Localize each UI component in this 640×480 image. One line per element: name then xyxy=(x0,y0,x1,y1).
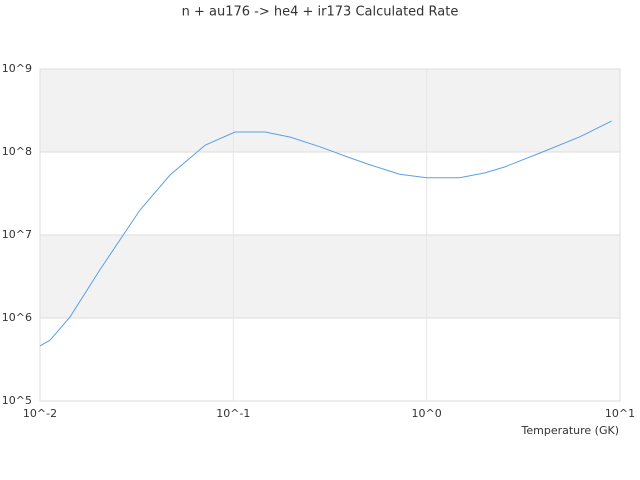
x-tick-label: 10^-1 xyxy=(216,407,250,420)
grid-band xyxy=(40,235,620,318)
x-tick-label: 10^-2 xyxy=(23,407,57,420)
chart-title: n + au176 -> he4 + ir173 Calculated Rate xyxy=(182,5,459,20)
y-tick-label: 10^9 xyxy=(2,62,32,75)
y-tick-label: 10^5 xyxy=(2,394,32,407)
x-axis-label: Temperature (GK) xyxy=(521,424,620,437)
grid-band xyxy=(40,69,620,152)
x-tick-label: 10^0 xyxy=(412,407,442,420)
y-tick-label: 10^8 xyxy=(2,145,32,158)
x-tick-label: 10^1 xyxy=(605,407,635,420)
y-tick-label: 10^7 xyxy=(2,228,32,241)
y-tick-label: 10^6 xyxy=(2,311,32,324)
plot-border xyxy=(39,68,621,402)
series-line xyxy=(39,120,612,347)
